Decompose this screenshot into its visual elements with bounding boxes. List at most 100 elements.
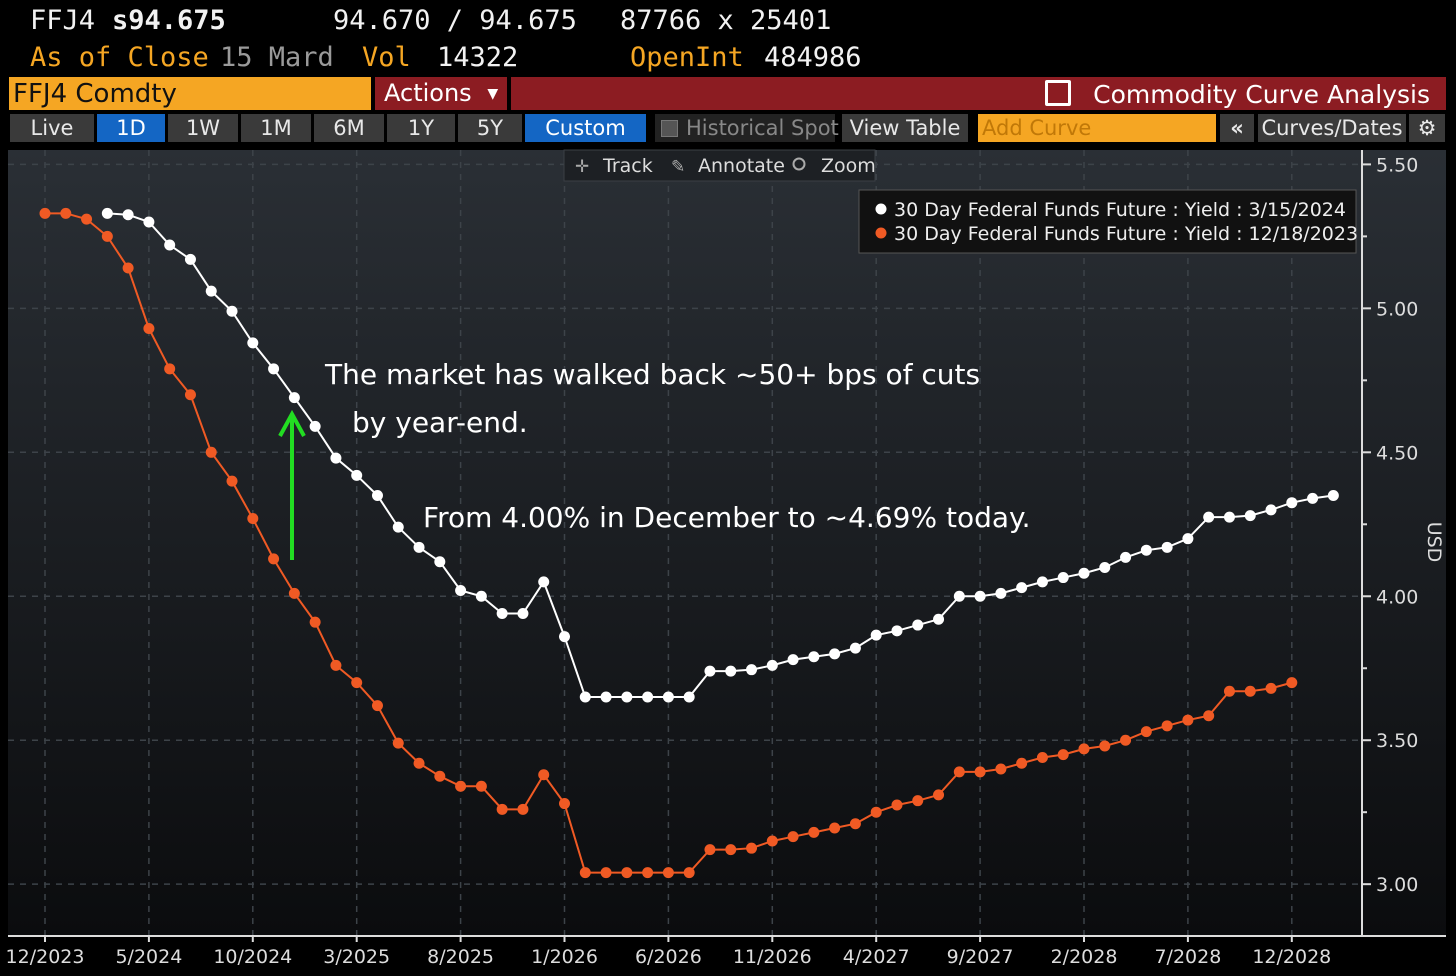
y-tick-label: 5.50: [1376, 154, 1418, 176]
data-point: [101, 207, 113, 219]
legend-marker-prior: [875, 227, 887, 239]
zoom-label: Zoom: [821, 155, 876, 177]
openint-value: 484986: [764, 42, 862, 73]
vol-label: Vol: [362, 42, 411, 73]
data-point: [579, 691, 591, 703]
data-point: [1016, 582, 1028, 594]
data-point: [725, 665, 737, 677]
data-point: [559, 798, 570, 810]
crosshair-icon: ✛: [575, 157, 589, 177]
historical-spot-toggle[interactable]: Historical Spot: [655, 114, 839, 142]
annotate-tool[interactable]: ✎ Annotate: [671, 155, 785, 177]
data-point: [1057, 749, 1069, 761]
data-point: [247, 513, 259, 525]
data-point: [725, 844, 737, 856]
actions-menu[interactable]: Actions ▼: [375, 77, 507, 110]
data-point: [995, 587, 1007, 599]
data-point: [829, 648, 841, 660]
data-point: [1099, 561, 1111, 573]
data-point: [849, 818, 861, 830]
data-point: [330, 452, 342, 464]
data-point: [642, 867, 654, 879]
data-point: [538, 576, 550, 588]
zoom-tool[interactable]: Zoom: [792, 155, 876, 177]
tab-1y[interactable]: 1Y: [387, 114, 455, 142]
data-point: [912, 619, 924, 631]
data-point: [205, 285, 217, 297]
x-tick-label: 12/2023: [6, 946, 85, 968]
data-point: [1182, 533, 1194, 545]
collapse-icon[interactable]: «: [1220, 114, 1254, 142]
data-point: [974, 766, 986, 778]
y-tick-label: 3.50: [1376, 730, 1418, 752]
tab-1m[interactable]: 1M: [241, 114, 311, 142]
x-axis: 12/2023 5/2024 10/2024 3/2025 8/2025 1/2026 6/…: [6, 936, 1331, 968]
data-point: [1307, 492, 1319, 504]
data-point: [184, 389, 196, 401]
data-point: [683, 867, 695, 879]
data-point: [81, 213, 93, 225]
view-table-button[interactable]: View Table: [842, 114, 968, 142]
y-tick-label: 3.00: [1376, 874, 1418, 896]
data-point: [600, 867, 612, 879]
legend-label-prior: 30 Day Federal Funds Future : Yield : 12…: [894, 223, 1358, 245]
data-point: [704, 844, 716, 856]
data-point: [1120, 551, 1132, 563]
track-tool[interactable]: ✛ Track: [575, 155, 653, 177]
data-point: [517, 608, 529, 620]
data-point: [1140, 544, 1152, 556]
data-point: [746, 842, 758, 854]
curve-chart[interactable]: 3.00 3.50 4.00 4.50 5.00 5.50 12/2023 5/2024 10…: [0, 146, 1456, 972]
tab-1d[interactable]: 1D: [97, 114, 165, 142]
data-point: [1223, 511, 1235, 523]
data-point: [517, 803, 529, 815]
data-point: [870, 806, 882, 818]
x-tick-label: 10/2024: [213, 946, 292, 968]
data-point: [226, 305, 238, 317]
data-point: [1078, 743, 1090, 755]
data-point: [1182, 714, 1194, 726]
data-point: [1203, 511, 1215, 523]
curves-dates-button[interactable]: Curves/Dates: [1258, 114, 1406, 142]
gear-icon[interactable]: ⚙: [1409, 114, 1445, 142]
data-point: [1244, 685, 1256, 697]
function-title: Commodity Curve Analysis: [1093, 80, 1430, 109]
data-point: [1057, 572, 1069, 584]
data-point: [870, 629, 882, 641]
annotation-line-2: by year-end.: [352, 406, 528, 439]
data-point: [579, 867, 591, 879]
tab-6m[interactable]: 6M: [314, 114, 384, 142]
y-axis-label: USD: [1423, 522, 1445, 563]
data-point: [1120, 734, 1132, 746]
x-tick-label: 7/2028: [1154, 946, 1221, 968]
x-tick-label: 2/2028: [1051, 946, 1118, 968]
bid-ask-size: 87766 x 25401: [620, 5, 832, 36]
range-tabs: Live 1D 1W 1M 6M 1Y 5Y Custom Historical…: [0, 114, 1456, 142]
data-point: [1140, 726, 1152, 738]
data-point: [1099, 740, 1111, 752]
data-point: [143, 216, 155, 228]
data-point: [891, 625, 903, 637]
data-point: [288, 392, 300, 404]
y-tick-label: 4.50: [1376, 442, 1418, 464]
data-point: [288, 587, 300, 599]
data-point: [330, 659, 342, 671]
annotation-line-1: The market has walked back ~50+ bps of c…: [324, 358, 980, 391]
data-point: [933, 789, 945, 801]
tab-live[interactable]: Live: [10, 114, 94, 142]
data-point: [662, 867, 674, 879]
security-field[interactable]: FFJ4 Comdty: [9, 77, 371, 110]
data-point: [122, 262, 134, 274]
data-point: [351, 677, 363, 689]
data-point: [455, 780, 467, 792]
data-point: [496, 608, 508, 620]
external-link-icon[interactable]: [1045, 80, 1072, 106]
track-label: Track: [602, 155, 653, 177]
tab-1w[interactable]: 1W: [168, 114, 238, 142]
tab-5y[interactable]: 5Y: [458, 114, 522, 142]
add-curve-input[interactable]: Add Curve: [978, 114, 1216, 142]
data-point: [205, 446, 217, 458]
data-point: [1286, 677, 1298, 689]
tab-custom[interactable]: Custom: [525, 114, 646, 142]
series-current: [101, 207, 1339, 703]
